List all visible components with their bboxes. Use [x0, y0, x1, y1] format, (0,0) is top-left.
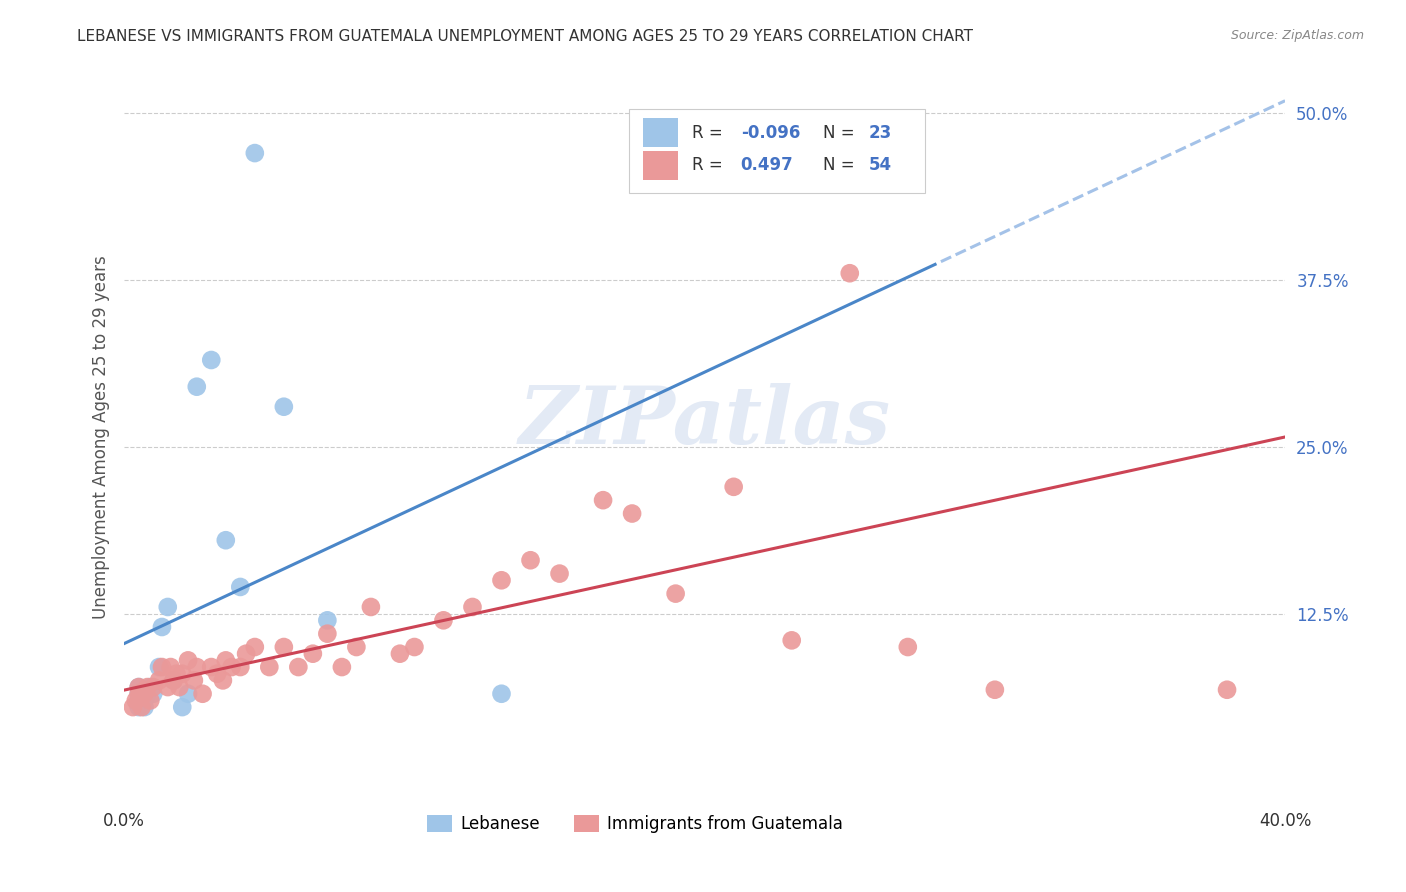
Point [166, 666, 188, 681]
Point [125, 693, 148, 707]
Point [162, 673, 184, 688]
Point [148, 673, 170, 688]
Text: N =: N = [823, 124, 860, 142]
Point [243, 640, 266, 654]
Point [273, 400, 295, 414]
Text: ZIPatlas: ZIPatlas [519, 384, 891, 461]
Point [491, 687, 513, 701]
Point [519, 553, 541, 567]
FancyBboxPatch shape [630, 110, 925, 193]
Text: R =: R = [692, 156, 733, 174]
Point [128, 693, 150, 707]
Point [169, 680, 191, 694]
Point [156, 680, 179, 694]
Point [665, 586, 688, 600]
Legend: Lebanese, Immigrants from Guatemala: Lebanese, Immigrants from Guatemala [420, 808, 849, 839]
Point [316, 613, 339, 627]
Point [432, 613, 454, 627]
Y-axis label: Unemployment Among Ages 25 to 29 years: Unemployment Among Ages 25 to 29 years [93, 255, 110, 619]
Point [212, 673, 235, 688]
Point [177, 687, 200, 701]
Point [243, 146, 266, 161]
Point [134, 700, 156, 714]
Point [150, 620, 173, 634]
Point [330, 660, 353, 674]
Point [139, 680, 162, 694]
Point [172, 666, 194, 681]
Text: N =: N = [823, 156, 860, 174]
Point [128, 687, 150, 701]
Point [128, 680, 150, 694]
Point [229, 580, 252, 594]
Point [142, 687, 165, 701]
FancyBboxPatch shape [643, 118, 678, 147]
Point [621, 507, 644, 521]
Point [897, 640, 920, 654]
Point [148, 660, 170, 674]
Point [592, 493, 614, 508]
Point [723, 480, 745, 494]
Point [302, 647, 325, 661]
Point [128, 687, 150, 701]
Point [229, 660, 252, 674]
Point [142, 680, 165, 694]
Point [159, 660, 181, 674]
Point [131, 700, 153, 714]
Point [316, 626, 339, 640]
Point [548, 566, 571, 581]
Text: 0.497: 0.497 [741, 156, 793, 174]
Point [780, 633, 803, 648]
Text: LEBANESE VS IMMIGRANTS FROM GUATEMALA UNEMPLOYMENT AMONG AGES 25 TO 29 YEARS COR: LEBANESE VS IMMIGRANTS FROM GUATEMALA UN… [77, 29, 973, 44]
Point [344, 640, 367, 654]
Point [404, 640, 426, 654]
Point [215, 653, 238, 667]
Point [186, 380, 208, 394]
Point [200, 660, 222, 674]
Point [162, 673, 184, 688]
Point [205, 666, 228, 681]
Point [273, 640, 295, 654]
Text: R =: R = [692, 124, 728, 142]
Point [136, 687, 159, 701]
Point [215, 533, 238, 548]
Point [191, 687, 214, 701]
Point [360, 599, 382, 614]
Text: 23: 23 [869, 124, 891, 142]
Point [491, 574, 513, 588]
Point [287, 660, 309, 674]
Point [259, 660, 281, 674]
Point [221, 660, 243, 674]
Point [128, 680, 150, 694]
Point [388, 647, 411, 661]
Point [838, 266, 860, 280]
Point [172, 700, 194, 714]
Point [461, 599, 484, 614]
Point [128, 700, 150, 714]
Point [177, 653, 200, 667]
Point [156, 599, 179, 614]
Point [134, 687, 156, 701]
Point [183, 673, 205, 688]
Point [235, 647, 257, 661]
Text: -0.096: -0.096 [741, 124, 800, 142]
Point [134, 693, 156, 707]
Point [139, 693, 162, 707]
FancyBboxPatch shape [643, 151, 678, 180]
Point [1216, 682, 1239, 697]
Point [200, 353, 222, 368]
Point [122, 700, 145, 714]
Text: Source: ZipAtlas.com: Source: ZipAtlas.com [1230, 29, 1364, 42]
Text: 54: 54 [869, 156, 891, 174]
Point [150, 660, 173, 674]
Point [984, 682, 1007, 697]
Point [136, 680, 159, 694]
Point [186, 660, 208, 674]
